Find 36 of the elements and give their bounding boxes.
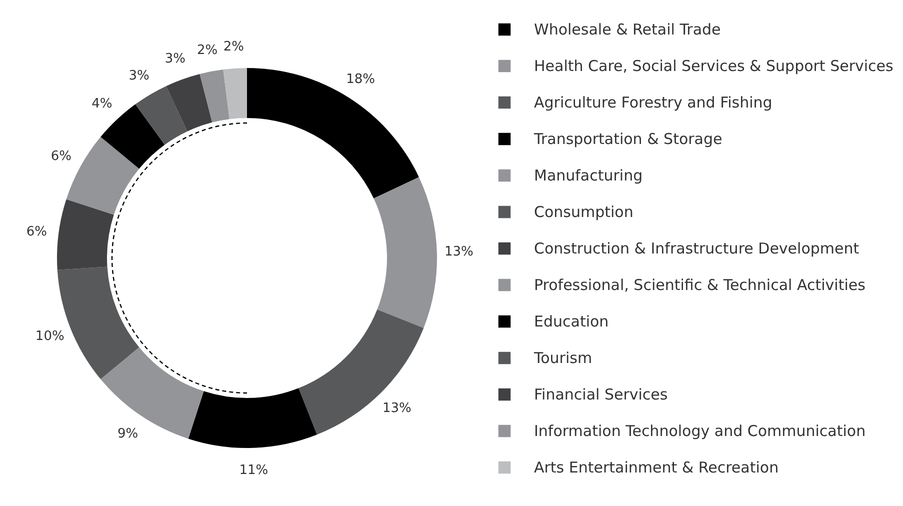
data-label: 3% <box>128 68 150 84</box>
legend-label: Tourism <box>533 349 592 367</box>
data-label: 2% <box>196 42 218 58</box>
data-label: 9% <box>118 426 138 442</box>
data-label: 13% <box>444 244 474 260</box>
donut-slice <box>57 199 114 270</box>
donut-slice <box>298 310 424 435</box>
legend-label: Transportation & Storage <box>533 130 722 148</box>
data-label: 4% <box>92 96 112 112</box>
donut-slice <box>200 70 230 122</box>
legend-label: Education <box>534 312 609 330</box>
legend-label: Financial Services <box>534 386 668 404</box>
donut-slice <box>100 347 204 439</box>
data-label: 10% <box>35 329 64 344</box>
data-label: 13% <box>382 400 412 416</box>
legend-label: Wholesale & Retail Trade <box>534 20 721 38</box>
donut-slice <box>247 68 419 198</box>
legend-label: Information Technology and Communication <box>534 422 866 440</box>
legend-label: Professional, Scientific & Technical Activities <box>534 276 866 294</box>
data-label: 11% <box>239 462 268 478</box>
donut-slice <box>135 86 188 145</box>
data-label: 2% <box>223 39 244 54</box>
legend-label: Manufacturing <box>534 166 643 184</box>
donut-slice <box>166 74 212 132</box>
data-label: 6% <box>50 148 72 164</box>
data-label: 18% <box>346 72 376 87</box>
legend-label: Consumption <box>534 203 634 221</box>
data-label: 6% <box>26 224 47 240</box>
donut-slice <box>374 177 437 328</box>
donut-slice <box>188 388 317 448</box>
donut-slice <box>223 68 247 120</box>
data-label: 3% <box>164 52 186 67</box>
legend-label: Agriculture Forestry and Fishing <box>534 94 772 112</box>
legend-label: Health Care, Social Services & Support Services <box>534 57 894 75</box>
legend-label: Arts Entertainment & Recreation <box>534 458 779 476</box>
legend-label: Construction & Infrastructure Development <box>534 240 860 258</box>
